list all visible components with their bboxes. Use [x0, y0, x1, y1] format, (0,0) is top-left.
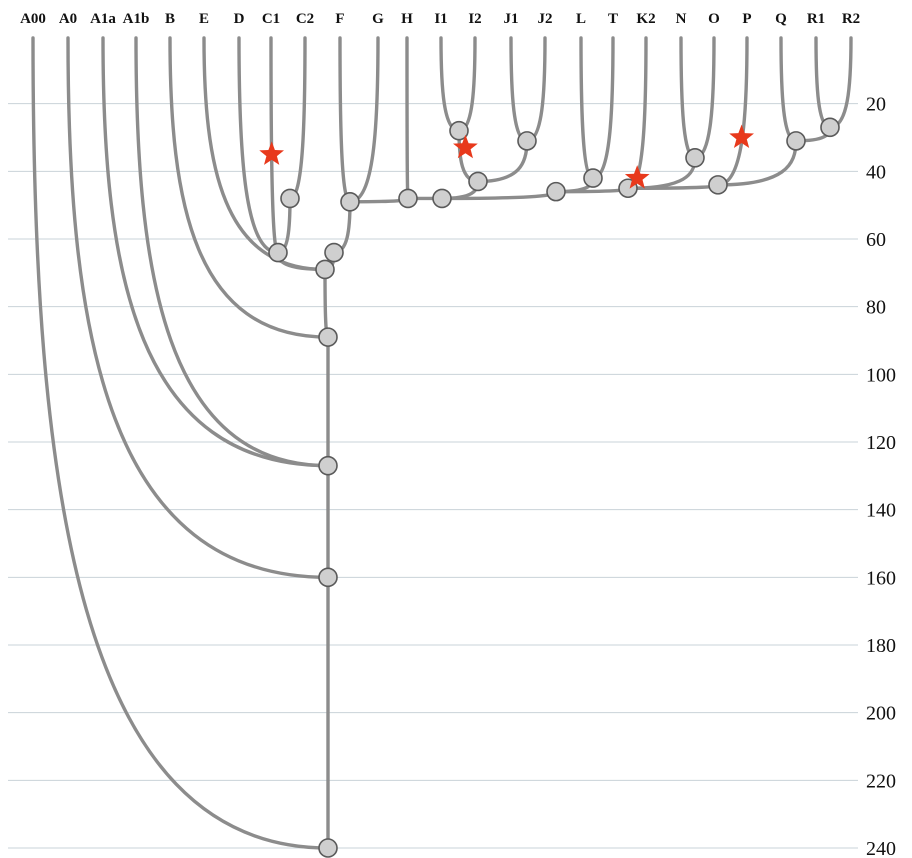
star-icon [259, 141, 284, 165]
tip-label: A0 [59, 11, 77, 27]
star-icon [453, 134, 478, 159]
tip-label: K2 [636, 11, 655, 27]
branch [348, 36, 380, 204]
tip-label: T [608, 11, 618, 27]
tree-node [432, 188, 452, 209]
depth-tick-label: 100 [866, 364, 896, 386]
branch [591, 36, 615, 180]
tree-node [318, 455, 338, 476]
tip-label: L [576, 11, 586, 27]
tip-label: A00 [20, 11, 46, 27]
tip-label: I2 [468, 11, 481, 27]
star-icon [624, 165, 650, 189]
tree-node [449, 120, 469, 141]
tree-node [546, 181, 566, 202]
tip-label: G [372, 11, 384, 27]
branch [457, 36, 477, 133]
tree-node [786, 131, 806, 151]
branch [31, 36, 330, 850]
tip-label: I1 [434, 11, 447, 27]
tip-label: N [676, 11, 687, 27]
branch [716, 36, 749, 187]
tree-node [468, 171, 488, 192]
tree-node [685, 148, 705, 168]
tip-label: P [742, 11, 751, 27]
branch-layer [31, 36, 853, 850]
branch [509, 36, 529, 143]
branch [237, 36, 280, 255]
branch [679, 36, 697, 160]
tree-node [583, 168, 603, 188]
tip-label: B [165, 11, 175, 27]
depth-tick-label: 20 [866, 94, 886, 116]
branch [814, 36, 832, 130]
depth-tick-label: 240 [866, 838, 896, 858]
tip-label-layer: A00 A0 A1a A1b B E D C1 C2 F G H I1 I2 J1 J2 L T K2 N O P Q R1 R… [20, 11, 860, 27]
tip-label: R2 [842, 11, 860, 27]
branch [101, 36, 330, 468]
branch [66, 36, 330, 580]
tip-label: R1 [807, 11, 825, 27]
branch [779, 36, 798, 143]
tip-label: F [335, 11, 344, 27]
branch [440, 189, 558, 201]
depth-tick-label: 220 [866, 770, 896, 792]
tip-label: C2 [296, 11, 314, 27]
tree-node [280, 188, 300, 209]
tree-node [318, 567, 338, 588]
tree-node [398, 188, 418, 209]
depth-tick-label: 40 [866, 161, 886, 183]
tree-node [318, 327, 338, 347]
star-icon [729, 124, 754, 148]
tree-node [324, 242, 344, 263]
tip-label: A1b [123, 11, 150, 27]
tip-label: D [234, 11, 245, 27]
branch [288, 36, 307, 201]
branch [693, 36, 716, 160]
branch [338, 36, 352, 204]
marker-layer [259, 124, 754, 189]
tree-node [315, 259, 335, 280]
depth-tick-label: 80 [866, 297, 886, 319]
branch [525, 36, 547, 143]
branch [554, 186, 630, 194]
branch [439, 36, 461, 133]
tree-node [268, 242, 288, 263]
tip-label: Q [775, 11, 787, 27]
tip-label: J2 [538, 11, 553, 27]
depth-tick-label: 60 [866, 229, 886, 251]
depth-tick-label: 180 [866, 635, 896, 657]
branch [168, 36, 330, 339]
node-layer [268, 117, 840, 858]
branch [323, 267, 330, 339]
tip-label: C1 [262, 11, 280, 27]
tip-label: H [401, 11, 413, 27]
tip-label: E [199, 11, 209, 27]
tree-node [318, 838, 338, 858]
branch [579, 36, 595, 180]
branch [405, 36, 410, 201]
depth-tick-label: 120 [866, 432, 896, 454]
depth-tick-label: 160 [866, 567, 896, 589]
depth-tick-label: 140 [866, 500, 896, 522]
tip-label: A1a [90, 11, 116, 27]
tree-node [708, 175, 728, 195]
tip-label: J1 [504, 11, 519, 27]
grid-layer [8, 103, 858, 849]
branch [828, 36, 853, 130]
tree-node [820, 117, 840, 138]
tip-label: O [708, 11, 720, 27]
depth-tick-label: 200 [866, 703, 896, 725]
depth-axis: 20 40 60 80 100 120 140 160 180 200 220 240 [866, 94, 896, 858]
tree-node [340, 191, 360, 212]
branch [134, 36, 330, 468]
tree-node [517, 131, 537, 151]
